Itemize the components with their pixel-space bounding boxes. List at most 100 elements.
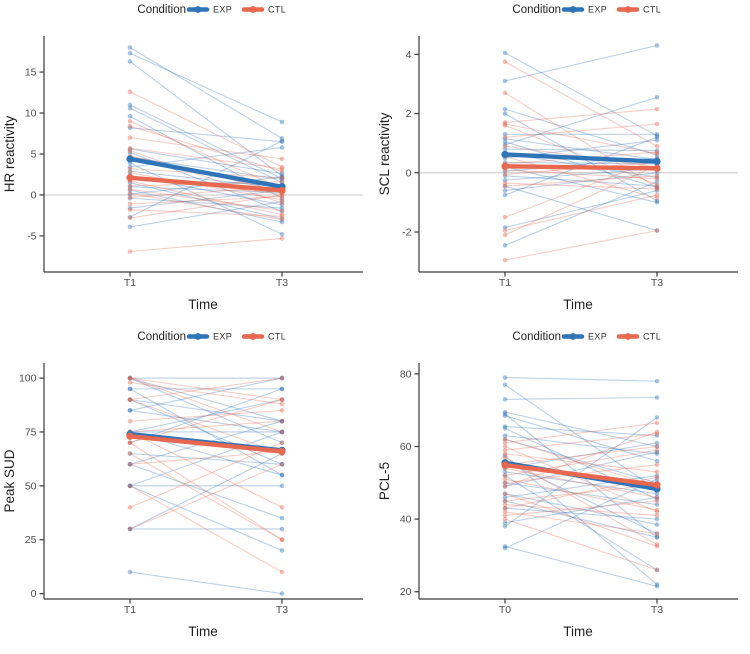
trajectory-line	[129, 140, 283, 218]
legend-key-ctl-dot-icon	[249, 6, 257, 13]
data-point	[502, 498, 508, 504]
panel-hr-reactivity: Condition EXP CTL HR reactivity Time T1 …	[0, 0, 375, 327]
trajectory-line	[129, 453, 283, 541]
trajectory-line	[504, 148, 658, 152]
data-point	[654, 498, 660, 504]
data-point	[127, 375, 133, 381]
trajectory-line	[504, 124, 658, 186]
data-point	[654, 378, 660, 384]
data-point	[654, 509, 660, 515]
mean-line	[127, 156, 285, 189]
trajectory-line	[129, 172, 283, 201]
trajectory-line	[129, 442, 283, 508]
data-point	[127, 184, 133, 190]
data-point	[502, 183, 508, 189]
data-point	[654, 582, 660, 587]
data-point	[279, 418, 285, 424]
legend-label-ctl: CTL	[268, 332, 286, 342]
data-point	[502, 243, 508, 248]
panel-pcl-5: Condition EXP CTL PCL-5 Time T0 T3 20 40 6…	[375, 327, 750, 654]
data-point	[654, 182, 660, 187]
trajectory-line	[129, 381, 283, 405]
data-point	[654, 186, 660, 192]
data-point	[654, 513, 660, 518]
data-point	[279, 386, 285, 392]
data-point	[127, 166, 133, 172]
trajectory-line	[504, 422, 658, 444]
trajectory-line	[504, 500, 658, 538]
mean-point	[501, 150, 509, 159]
legend: Condition EXP CTL	[137, 331, 286, 343]
trajectory-line	[504, 415, 658, 462]
legend-key-exp-dot-icon	[569, 333, 577, 340]
trajectory-line	[504, 455, 658, 585]
trajectory-line	[504, 545, 658, 587]
data-point	[654, 496, 660, 502]
x-axis-title: Time	[563, 297, 593, 312]
data-point	[127, 397, 133, 402]
data-point	[127, 59, 133, 64]
data-point	[279, 166, 285, 172]
chart-scl: Condition EXP CTL SCL reactivity Time T1…	[377, 4, 738, 312]
y-axis-title: SCL reactivity	[377, 112, 392, 195]
trajectory-line	[504, 141, 658, 189]
trajectory-line	[504, 433, 658, 451]
data-point	[279, 138, 285, 144]
data-point	[654, 94, 660, 100]
trajectory-line	[504, 411, 658, 448]
data-point	[127, 408, 133, 413]
data-point	[502, 473, 508, 478]
mean-line	[127, 434, 285, 454]
data-point	[502, 524, 508, 529]
data-point	[279, 164, 285, 170]
data-point	[502, 106, 508, 112]
x-axis-title: Time	[188, 624, 218, 639]
legend-title: Condition	[512, 331, 561, 343]
data-point	[654, 531, 660, 536]
x-tick-label-1: T1	[499, 277, 511, 289]
data-point	[127, 249, 133, 254]
data-point	[279, 418, 285, 424]
trajectory-line	[504, 155, 658, 199]
trajectory-line	[504, 376, 658, 382]
plot-area: 0 25 50 75 100	[19, 363, 363, 604]
data-point	[127, 386, 133, 392]
trajectory-line	[129, 107, 283, 184]
data-point	[127, 483, 133, 489]
data-point	[279, 472, 285, 478]
trajectory-line	[504, 449, 658, 477]
data-point	[127, 440, 133, 446]
data-point	[654, 121, 660, 127]
x-tick-label-1: T1	[124, 277, 136, 289]
trajectory-line	[129, 200, 283, 228]
trajectory-line	[504, 185, 658, 232]
chart-sud: Condition EXP CTL Peak SUD Time T1 T3 0 2…	[2, 331, 363, 639]
data-point	[502, 502, 508, 507]
data-point	[502, 171, 508, 177]
trajectory-line	[129, 196, 283, 205]
data-point	[127, 148, 133, 154]
data-point	[279, 177, 285, 182]
trajectory-line	[504, 230, 658, 261]
trajectory-line	[129, 209, 283, 217]
data-point	[279, 461, 285, 467]
trajectory-line	[504, 456, 658, 546]
data-point	[654, 449, 660, 455]
trajectory-line	[504, 478, 658, 549]
trajectory-line	[129, 150, 283, 204]
data-point	[279, 209, 285, 214]
data-point	[127, 195, 133, 201]
trajectory-line	[504, 484, 658, 502]
data-point	[279, 397, 285, 402]
x-tick-label-2: T3	[651, 277, 663, 289]
data-point	[127, 45, 133, 50]
trajectory-line	[129, 377, 283, 401]
data-point	[502, 545, 508, 551]
trajectory-line	[129, 450, 283, 465]
y-tick-label: 15	[25, 67, 37, 79]
data-point	[654, 567, 660, 573]
y-tick-label: 4	[406, 49, 412, 61]
trajectory-line	[129, 60, 283, 177]
data-point	[127, 205, 133, 211]
trajectory-line	[504, 475, 658, 571]
